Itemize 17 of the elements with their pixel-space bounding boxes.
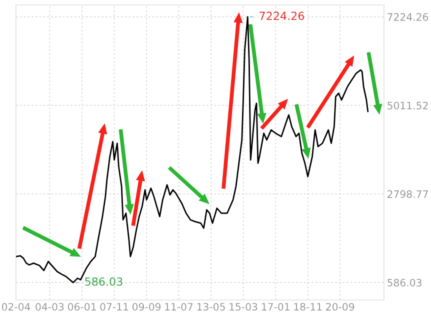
annotation: 586.03 <box>85 277 122 286</box>
x-tick-label: 13-05 <box>197 302 225 311</box>
y-tick-label: 586.03 <box>388 278 422 287</box>
x-tick-label: 15-03 <box>230 302 258 311</box>
y-tick-label: 2798.77 <box>388 190 428 198</box>
x-tick-label: 11-07 <box>165 302 193 311</box>
x-tick-label: 20-09 <box>326 302 354 311</box>
x-tick-label: 04-03 <box>36 302 64 311</box>
x-tick-label: 17-01 <box>262 302 290 311</box>
x-tick-label: 18-11 <box>294 302 322 311</box>
x-tick-label: 09-09 <box>132 302 161 311</box>
annotation: 7224.26 <box>260 12 304 20</box>
x-tick-label: 06-01 <box>68 302 96 311</box>
x-tick-label: 02-04 <box>2 302 30 311</box>
y-tick-label: 7224.26 <box>388 13 428 21</box>
x-tick-label: 07-11 <box>100 302 128 311</box>
y-tick-label: 5011.52 <box>388 102 428 110</box>
